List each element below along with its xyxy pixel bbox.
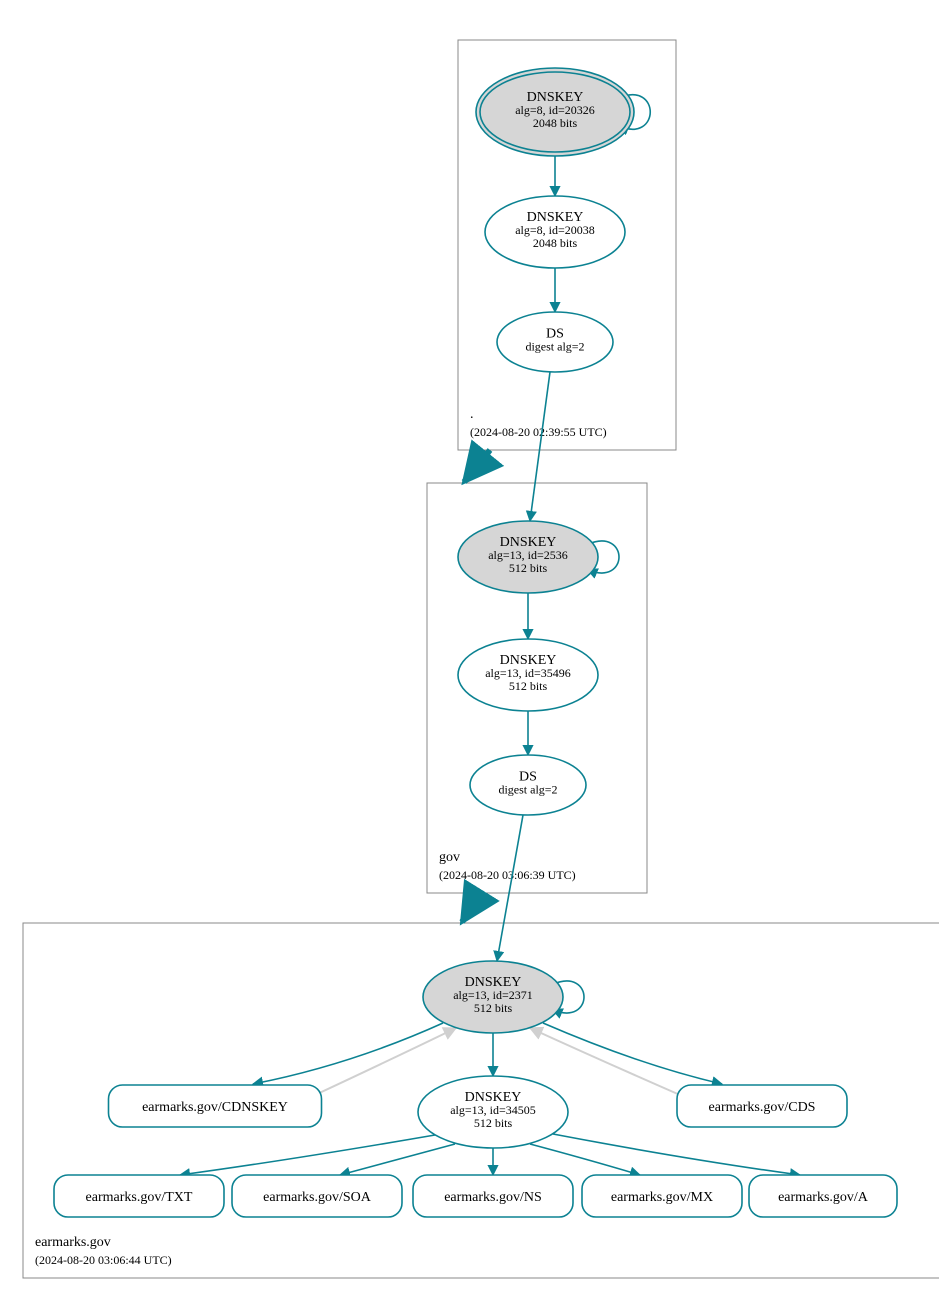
edge	[497, 815, 523, 961]
svg-text:earmarks.gov/A: earmarks.gov/A	[778, 1190, 869, 1205]
node-n2: DNSKEYalg=8, id=200382048 bits	[485, 196, 625, 268]
svg-text:earmarks.gov/CDS: earmarks.gov/CDS	[709, 1100, 816, 1115]
svg-text:512 bits: 512 bits	[474, 1001, 513, 1015]
svg-text:.: .	[470, 407, 474, 422]
node-n5: DNSKEYalg=13, id=35496512 bits	[458, 639, 598, 711]
edge	[530, 372, 550, 521]
node-n8: DNSKEYalg=13, id=34505512 bits	[418, 1076, 568, 1148]
svg-text:2048 bits: 2048 bits	[533, 116, 578, 130]
edge	[530, 1144, 640, 1175]
edge	[180, 1135, 435, 1175]
svg-text:2048 bits: 2048 bits	[533, 236, 578, 250]
record-r3: earmarks.gov/TXT	[54, 1175, 224, 1217]
record-r6: earmarks.gov/MX	[582, 1175, 742, 1217]
svg-text:alg=13, id=2536: alg=13, id=2536	[488, 548, 568, 562]
svg-text:alg=8, id=20326: alg=8, id=20326	[515, 103, 595, 117]
edge	[253, 1023, 443, 1084]
svg-text:512 bits: 512 bits	[509, 679, 548, 693]
svg-text:earmarks.gov: earmarks.gov	[35, 1235, 111, 1250]
svg-text:(2024-08-20 03:06:39 UTC): (2024-08-20 03:06:39 UTC)	[439, 868, 576, 882]
svg-text:alg=13, id=35496: alg=13, id=35496	[485, 666, 571, 680]
zone-arrow	[464, 450, 490, 482]
svg-text:(2024-08-20 03:06:44 UTC): (2024-08-20 03:06:44 UTC)	[35, 1253, 172, 1267]
svg-text:512 bits: 512 bits	[474, 1116, 513, 1130]
svg-text:(2024-08-20 02:39:55 UTC): (2024-08-20 02:39:55 UTC)	[470, 425, 607, 439]
dnssec-diagram: . (2024-08-20 02:39:55 UTC) gov (2024-08-20…	[10, 10, 939, 1288]
edge	[315, 1028, 456, 1095]
record-r5: earmarks.gov/NS	[413, 1175, 573, 1217]
svg-text:digest alg=2: digest alg=2	[498, 783, 557, 797]
node-n3: DSdigest alg=2	[497, 312, 613, 372]
svg-text:digest alg=2: digest alg=2	[525, 340, 584, 354]
svg-text:gov: gov	[439, 850, 460, 865]
svg-text:alg=13, id=34505: alg=13, id=34505	[450, 1103, 536, 1117]
node-n6: DSdigest alg=2	[470, 755, 586, 815]
zone-arrow	[462, 893, 480, 922]
svg-text:alg=8, id=20038: alg=8, id=20038	[515, 223, 595, 237]
svg-text:earmarks.gov/CDNSKEY: earmarks.gov/CDNSKEY	[142, 1100, 288, 1115]
record-r4: earmarks.gov/SOA	[232, 1175, 402, 1217]
svg-text:earmarks.gov/SOA: earmarks.gov/SOA	[263, 1190, 372, 1205]
record-r7: earmarks.gov/A	[749, 1175, 897, 1217]
svg-text:earmarks.gov/TXT: earmarks.gov/TXT	[86, 1190, 193, 1205]
edge	[530, 1028, 680, 1095]
svg-text:512 bits: 512 bits	[509, 561, 548, 575]
edge	[553, 1134, 800, 1175]
record-r2: earmarks.gov/CDS	[677, 1085, 847, 1127]
node-n1: DNSKEYalg=8, id=203262048 bits	[476, 68, 634, 156]
record-r1: earmarks.gov/CDNSKEY	[109, 1085, 322, 1127]
svg-text:alg=13, id=2371: alg=13, id=2371	[453, 988, 533, 1002]
node-n7: DNSKEYalg=13, id=2371512 bits	[423, 961, 563, 1033]
node-n4: DNSKEYalg=13, id=2536512 bits	[458, 521, 598, 593]
svg-text:earmarks.gov/NS: earmarks.gov/NS	[444, 1190, 542, 1205]
svg-text:earmarks.gov/MX: earmarks.gov/MX	[611, 1190, 713, 1205]
